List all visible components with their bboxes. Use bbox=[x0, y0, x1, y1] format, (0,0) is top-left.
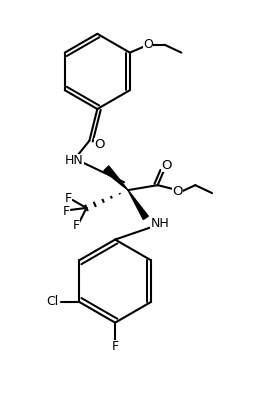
Text: HN: HN bbox=[65, 154, 84, 167]
Polygon shape bbox=[104, 166, 128, 190]
Text: O: O bbox=[94, 138, 104, 151]
Text: O: O bbox=[172, 184, 183, 198]
Text: F: F bbox=[63, 205, 70, 218]
Text: NH: NH bbox=[150, 217, 169, 230]
Text: O: O bbox=[161, 159, 172, 172]
Text: F: F bbox=[73, 219, 80, 232]
Polygon shape bbox=[128, 190, 148, 220]
Text: O: O bbox=[143, 38, 153, 51]
Text: F: F bbox=[65, 192, 72, 204]
Text: Cl: Cl bbox=[46, 295, 59, 308]
Text: F: F bbox=[112, 340, 119, 353]
